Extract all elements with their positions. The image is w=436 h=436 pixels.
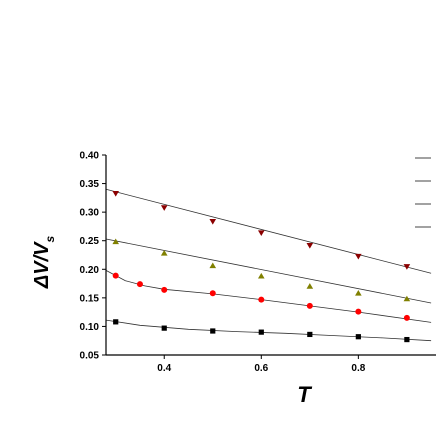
data-point <box>161 325 167 331</box>
y-axis-title-subscript: s <box>43 236 57 243</box>
data-point <box>161 286 168 293</box>
data-point <box>209 262 217 269</box>
y-tick-label: 0.10 <box>80 322 100 333</box>
fit-line-1 <box>105 188 432 274</box>
y-tick-label: 0.05 <box>80 351 100 362</box>
data-point <box>404 336 410 343</box>
axes: 0.05 0.10 0.15 0.20 0.25 0.30 0.35 0.40 0.4 0.6 0.… <box>80 151 436 374</box>
data-point <box>209 218 217 225</box>
data-point <box>112 272 119 279</box>
fit-line-2 <box>105 238 432 304</box>
data-point <box>355 289 362 296</box>
data-point <box>112 190 120 197</box>
svg-text:ΔV/Vs: ΔV/Vs <box>31 236 57 290</box>
data-point <box>257 272 265 279</box>
data-point <box>136 281 143 288</box>
fit-line-3 <box>105 270 432 323</box>
data-point <box>307 331 313 338</box>
data-point <box>160 249 168 256</box>
y-tick-label: 0.40 <box>80 151 100 162</box>
data-markers <box>112 190 411 343</box>
data-point <box>113 319 119 325</box>
data-point <box>355 253 362 260</box>
x-tick-label: 0.6 <box>254 363 268 374</box>
y-tick-label: 0.20 <box>80 265 100 276</box>
data-point <box>258 296 265 303</box>
data-point <box>355 308 362 315</box>
y-axis-title: ΔV/Vs <box>31 236 57 290</box>
data-point <box>112 238 120 245</box>
data-point <box>403 264 411 270</box>
x-tick-label: 0.4 <box>157 363 171 374</box>
data-point <box>258 329 264 335</box>
data-point <box>355 334 361 340</box>
data-point <box>306 283 314 289</box>
data-point <box>209 290 216 297</box>
data-point <box>160 205 168 211</box>
y-axis-title-main: ΔV/V <box>31 241 53 289</box>
data-point <box>403 314 410 321</box>
y-tick-label: 0.35 <box>80 179 100 190</box>
legend <box>415 157 431 228</box>
fit-lines <box>105 188 432 342</box>
y-tick-label: 0.30 <box>80 208 100 219</box>
data-point <box>306 302 313 309</box>
data-point <box>403 295 411 302</box>
data-point <box>306 242 314 249</box>
x-tick-label: 0.8 <box>351 363 365 374</box>
y-tick-label: 0.25 <box>80 236 100 247</box>
x-axis-title: T <box>297 382 312 407</box>
y-tick-label: 0.15 <box>80 293 100 304</box>
fit-line-4 <box>105 319 432 342</box>
data-point <box>210 328 216 334</box>
data-point <box>257 230 265 237</box>
